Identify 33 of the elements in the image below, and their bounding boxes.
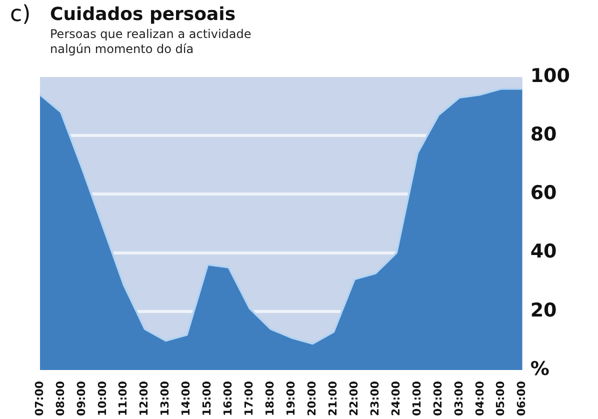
x-tick-label: 24:00	[389, 380, 402, 416]
x-tick-label: 02:00	[431, 380, 444, 416]
x-tick-label: 19:00	[284, 380, 298, 416]
x-tick-label: 12:00	[138, 380, 151, 416]
chart-subtitle: Persoas que realizan a actividade nalgún momento do día	[50, 27, 252, 57]
x-tick-label: 11:00	[116, 380, 130, 416]
x-tick-label: 04:00	[473, 380, 486, 416]
x-tick-label: 17:00	[242, 380, 256, 416]
x-tick-label: 16:00	[222, 380, 235, 416]
x-tick-label: 03:00	[452, 380, 466, 416]
x-tick-label: 05:00	[494, 380, 508, 416]
y-tick-label: 40	[530, 240, 557, 263]
y-tick-label: 100	[530, 64, 570, 87]
x-tick-label: 08:00	[54, 380, 67, 416]
y-tick-label: %	[530, 358, 550, 380]
y-tick-label: 20	[530, 299, 557, 322]
x-tick-label: 18:00	[264, 380, 277, 416]
x-tick-label: 20:00	[305, 380, 318, 416]
chart-title: Cuidados persoais	[50, 4, 236, 25]
x-tick-label: 10:00	[96, 380, 109, 416]
x-tick-label: 14:00	[180, 380, 193, 416]
x-tick-label: 15:00	[200, 380, 214, 416]
x-tick-label: 13:00	[158, 380, 172, 416]
x-tick-label: 09:00	[74, 380, 88, 416]
x-tick-label: 07:00	[32, 380, 46, 416]
x-tick-label: 06:00	[515, 380, 528, 416]
text: c)	[10, 2, 31, 27]
x-tick-label: 23:00	[368, 380, 382, 416]
y-tick-label: 80	[530, 124, 557, 146]
x-tick-label: 22:00	[347, 380, 360, 416]
x-tick-label: 01:00	[410, 380, 424, 416]
x-tick-label: 21:00	[326, 380, 340, 416]
y-tick-label: 60	[530, 182, 557, 204]
